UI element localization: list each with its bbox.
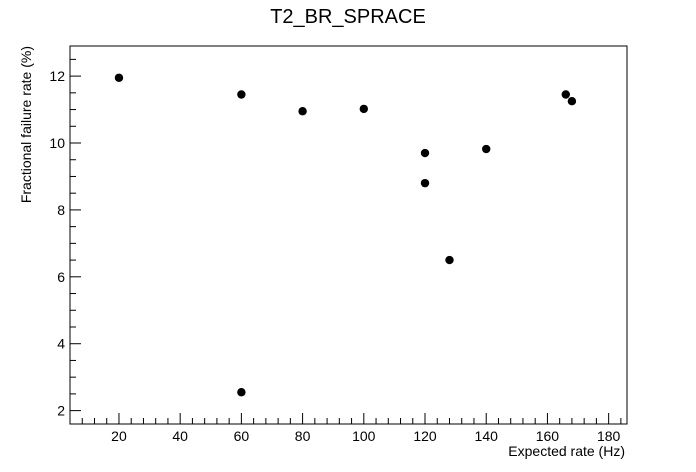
- data-points: [114, 73, 577, 397]
- y-tick-label: 12: [49, 68, 65, 84]
- data-point: [420, 178, 430, 188]
- x-tick-label: 60: [234, 428, 250, 444]
- x-axis-label: Expected rate (Hz): [508, 443, 625, 459]
- y-tick-label: 6: [57, 269, 65, 285]
- x-tick-label: 180: [597, 428, 621, 444]
- data-point: [445, 255, 454, 265]
- x-tick-label: 80: [295, 428, 311, 444]
- chart-title: T2_BR_SPRACE: [270, 6, 426, 28]
- data-point: [420, 148, 430, 158]
- x-tick-label: 20: [111, 428, 127, 444]
- data-point: [567, 96, 577, 106]
- x-axis: 20 40 60 80 100 120 140 160 180: [69, 413, 622, 444]
- data-point: [237, 90, 246, 99]
- data-point: [482, 144, 491, 154]
- data-point: [359, 104, 369, 114]
- x-tick-label: 40: [172, 428, 188, 444]
- data-point: [561, 90, 570, 99]
- y-axis-label: Fractional failure rate (%): [18, 46, 34, 203]
- data-point: [237, 388, 246, 397]
- y-tick-label: 10: [49, 135, 65, 151]
- x-tick-label: 140: [475, 428, 499, 444]
- y-axis: 2 4 6 8 10 12: [49, 58, 81, 419]
- data-point: [114, 73, 124, 82]
- y-tick-label: 4: [57, 336, 65, 352]
- y-tick-label: 2: [57, 403, 65, 419]
- plot-frame: [69, 45, 628, 425]
- x-tick-label: 100: [352, 428, 376, 444]
- y-tick-label: 8: [57, 202, 65, 218]
- x-tick-label: 120: [413, 428, 437, 444]
- data-point: [298, 107, 307, 116]
- x-tick-label: 160: [536, 428, 560, 444]
